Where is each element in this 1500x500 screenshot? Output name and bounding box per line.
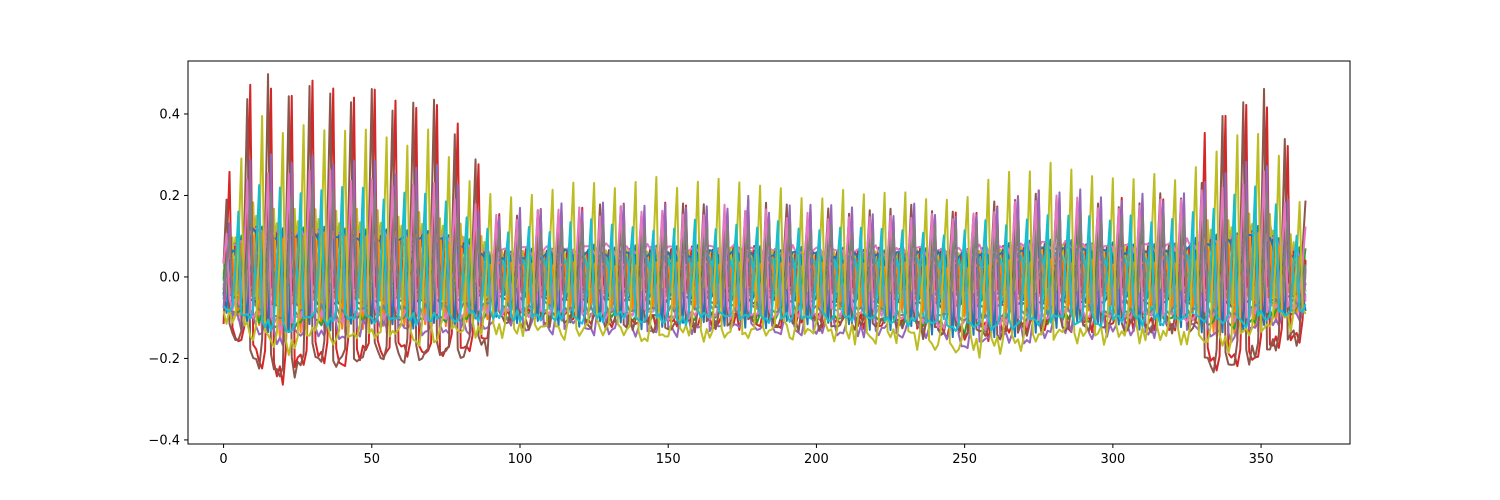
y-tick-label: 0.4 [159,107,180,122]
series-line [222,168,1307,332]
series-line [222,115,1307,359]
x-axis: 0 50 100 150 200 250 300 350 [219,444,1273,467]
x-tick-label: 50 [364,452,381,467]
x-tick-label: 150 [656,452,681,467]
series-line [222,184,1307,333]
y-tick-label: 0.2 [159,189,180,204]
x-tick-label: 350 [1249,452,1274,467]
y-tick-label: −0.4 [148,433,180,448]
plot-frame [187,60,1351,445]
x-tick-label: 100 [508,452,533,467]
x-tick-label: 200 [804,452,829,467]
x-tick-label: 250 [952,452,977,467]
x-tick-label: 300 [1100,452,1125,467]
y-axis: −0.4 −0.2 0.0 0.2 0.4 [148,107,188,448]
y-tick-label: 0.0 [159,270,180,285]
series-layer [222,73,1307,386]
y-tick-label: −0.2 [148,352,180,367]
x-tick-label: 0 [219,452,227,467]
